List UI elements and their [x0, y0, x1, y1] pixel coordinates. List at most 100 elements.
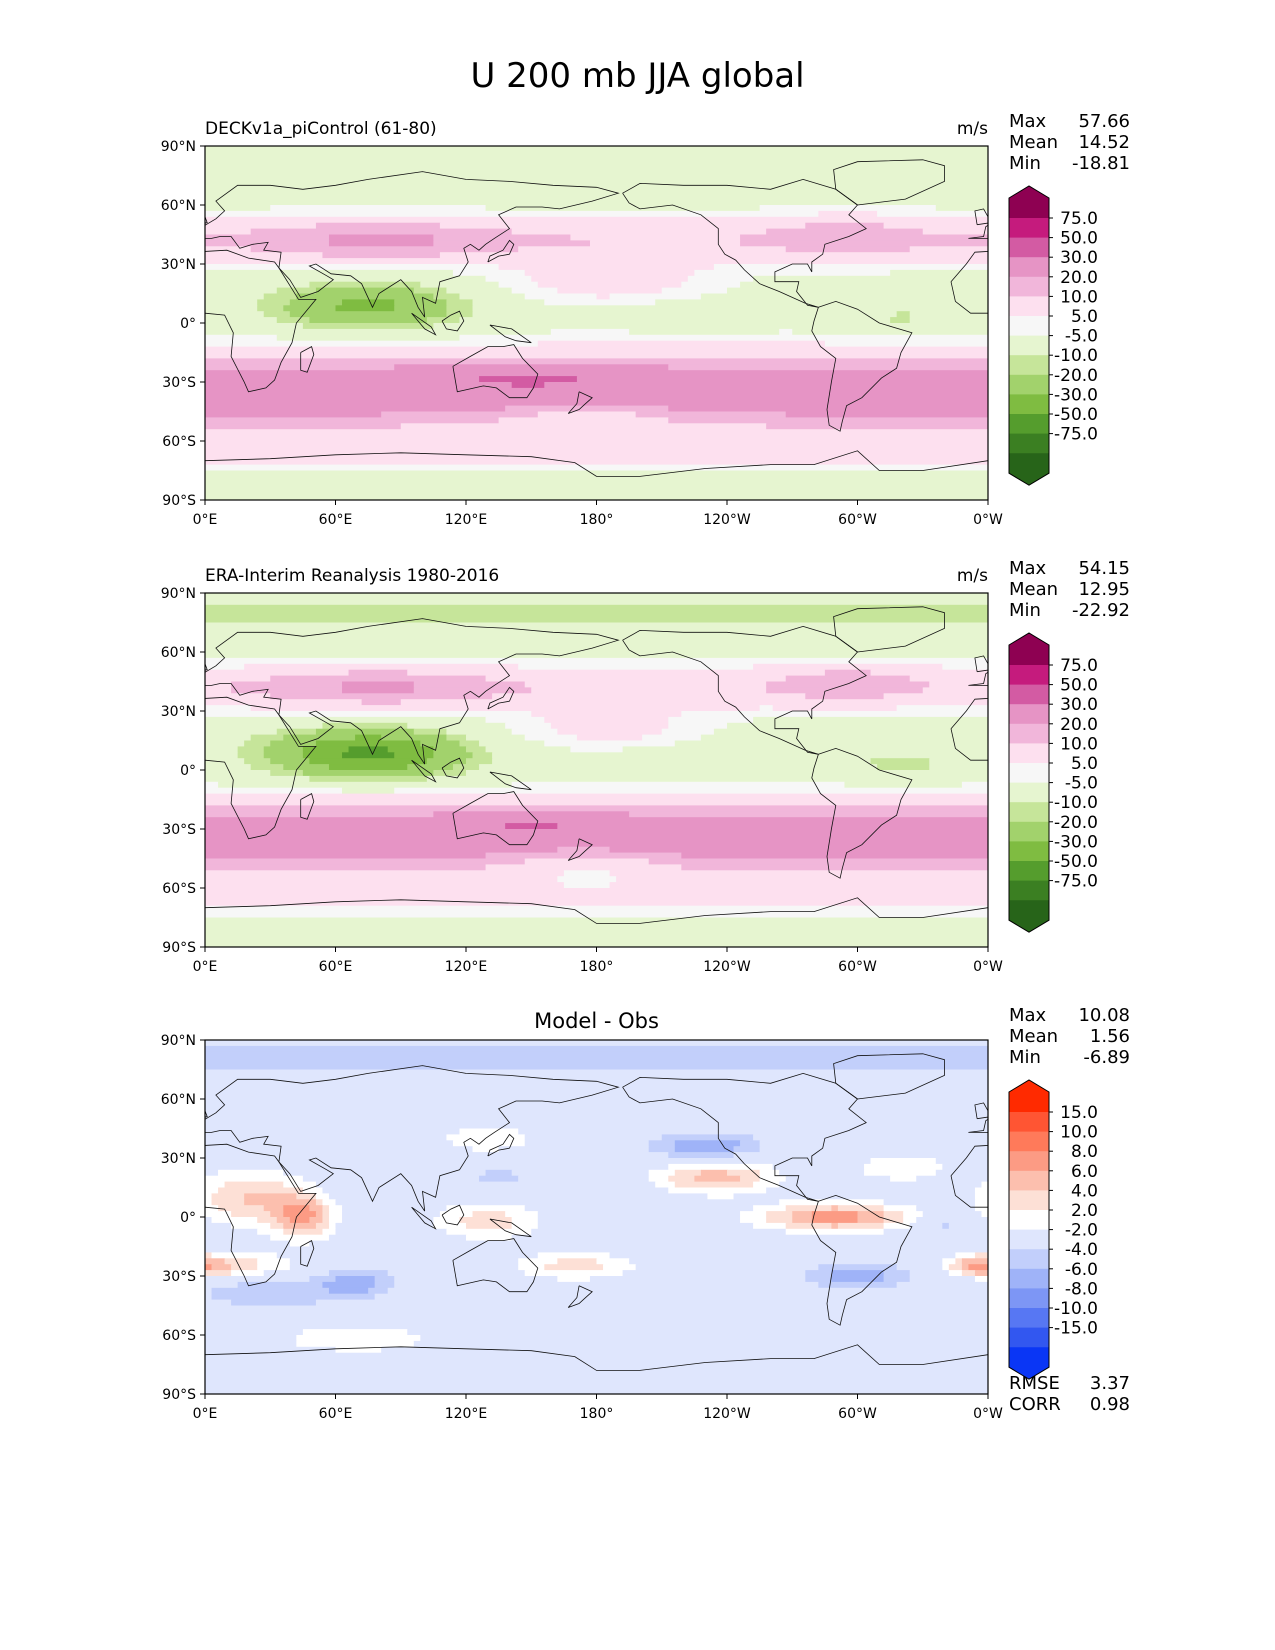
lon-tick-label: 120°W	[703, 959, 751, 975]
colorbar-segment	[1009, 316, 1049, 336]
coastline-namerica	[622, 1072, 867, 1202]
colorbar-segment	[1009, 684, 1049, 705]
colorbar-tick-label: 4.0	[1071, 1181, 1098, 1201]
lat-tick-label: 90°N	[161, 586, 196, 602]
lon-tick-label: 60°E	[319, 1406, 353, 1422]
coastline-borneo	[441, 310, 465, 332]
lon-tick-label: 0°E	[193, 959, 218, 975]
colorbar-segment	[1009, 335, 1049, 356]
coastline-madagascar	[300, 793, 315, 820]
colorbar-tick-label: -10.0	[1054, 1299, 1098, 1319]
colorbar-tick-label: -30.0	[1054, 832, 1098, 852]
coastline-borneo	[1225, 758, 1247, 778]
lat-tick-label: 30°N	[161, 257, 196, 273]
colorbar-segment	[1009, 1190, 1049, 1211]
lat-tick-label: 90°N	[161, 139, 196, 155]
coastline-japan	[487, 686, 515, 710]
stat-label: Max	[1009, 1005, 1047, 1026]
colorbar-tick-label: 6.0	[1071, 1162, 1098, 1182]
coastlines	[205, 159, 1275, 477]
colorbar-segment	[1009, 802, 1049, 823]
lon-tick-label: 0°E	[193, 1406, 218, 1422]
coastline-australia	[452, 791, 539, 846]
lat-tick-label: 90°S	[162, 493, 196, 509]
coastline-greenland	[833, 159, 945, 206]
coastline-samerica	[811, 1194, 913, 1326]
lat-tick-label: 90°N	[161, 1033, 196, 1049]
stat-value: 54.15	[1078, 558, 1130, 579]
coastline-australia	[1236, 345, 1275, 398]
colorbar-tick-label: -75.0	[1054, 872, 1098, 892]
lat-tick-label: 0°	[180, 763, 196, 779]
coastline-antarctica	[205, 450, 988, 477]
coastline-australia	[1236, 1239, 1275, 1292]
stat-label: Mean	[1009, 132, 1058, 153]
panel-title: DECKv1a_piControl (61-80)	[205, 119, 437, 139]
colorbar-tick-label: -50.0	[1054, 405, 1098, 425]
coastline-madagascar	[300, 1240, 315, 1267]
coastline-sumatra	[1195, 313, 1219, 335]
stat-value: 0.98	[1090, 1394, 1130, 1415]
coastline-madagascar	[300, 346, 315, 373]
colorbar-tick-label: -8.0	[1065, 1279, 1098, 1299]
coastline-antarctica	[205, 1344, 988, 1371]
lat-tick-label: 30°S	[162, 375, 196, 391]
colorbar-segment	[1009, 880, 1049, 901]
stat-value: 57.66	[1078, 111, 1130, 132]
coastline-japan	[487, 1133, 515, 1157]
colorbar-tick-label: 50.0	[1060, 229, 1098, 249]
stat-value: 14.52	[1078, 132, 1130, 153]
colorbar-segment	[1009, 1308, 1049, 1328]
lat-tick-label: 60°S	[162, 1328, 196, 1344]
lon-tick-label: 0°W	[973, 512, 1003, 528]
colorbar-tick-label: -15.0	[1054, 1319, 1098, 1339]
panel-title: ERA-Interim Reanalysis 1980-2016	[205, 566, 499, 586]
coastlines	[205, 606, 1247, 924]
stat-value: -18.81	[1072, 153, 1130, 174]
coastline-borneo	[441, 1204, 465, 1226]
colorbar-segment	[1009, 1210, 1049, 1230]
coastline-eurasia	[205, 1065, 620, 1212]
stat-label: Max	[1009, 558, 1047, 579]
stat-label: Min	[1009, 600, 1041, 621]
coastline-africa	[205, 249, 317, 393]
colorbar-segment	[1009, 1229, 1049, 1250]
colorbar-segment	[1009, 861, 1049, 881]
colorbar-tick-label: -10.0	[1054, 346, 1098, 366]
colorbar-segment	[1009, 723, 1049, 744]
lat-tick-label: 30°N	[161, 1151, 196, 1167]
coastline-namerica	[622, 625, 867, 755]
colorbar-tick-label: -2.0	[1065, 1221, 1098, 1241]
colorbar-tick-label: 8.0	[1071, 1142, 1098, 1162]
coastline-nz	[567, 838, 593, 861]
colorbar-outline	[1008, 1079, 1050, 1380]
colorbar-tick-label: 10.0	[1060, 287, 1098, 307]
coastline-greenland	[833, 606, 945, 653]
stat-value: 12.95	[1078, 579, 1130, 600]
colorbar-tick-label: 5.0	[1071, 307, 1098, 327]
colorbar: 15.010.08.06.04.02.0-2.0-4.0-6.0-8.0-10.…	[1008, 1079, 1098, 1380]
colorbar-segment	[1009, 296, 1049, 317]
colorbar-tick-label: -30.0	[1054, 385, 1098, 405]
lat-tick-label: 60°N	[161, 1092, 196, 1108]
colorbar-tick-label: 30.0	[1060, 695, 1098, 715]
colorbar-segment	[1009, 374, 1049, 395]
colorbar-segment	[1009, 1327, 1049, 1348]
coastline-nz	[567, 1285, 593, 1308]
colorbar-segment	[1009, 257, 1049, 278]
units-label: m/s	[957, 566, 988, 586]
colorbar-extend-max	[1009, 633, 1049, 665]
colorbar-extend-max	[1009, 186, 1049, 218]
lat-tick-label: 90°S	[162, 1387, 196, 1403]
panel-2: 90°N 60°N 30°N 0° 30°S 60°S 90°S 0°E 60°E 120°E 18…	[161, 558, 1247, 975]
coastline-sumatra	[1195, 1207, 1219, 1229]
coastline-sumatra	[411, 312, 437, 336]
lon-tick-label: 180°	[580, 1406, 614, 1422]
colorbar-segment	[1009, 1151, 1049, 1172]
coastline-japan	[1271, 1134, 1275, 1156]
lat-tick-label: 30°N	[161, 704, 196, 720]
coastline-sumatra	[411, 759, 437, 783]
colorbar-segment	[1009, 704, 1049, 725]
lat-tick-label: 90°S	[162, 940, 196, 956]
coastline-africa	[205, 696, 317, 840]
